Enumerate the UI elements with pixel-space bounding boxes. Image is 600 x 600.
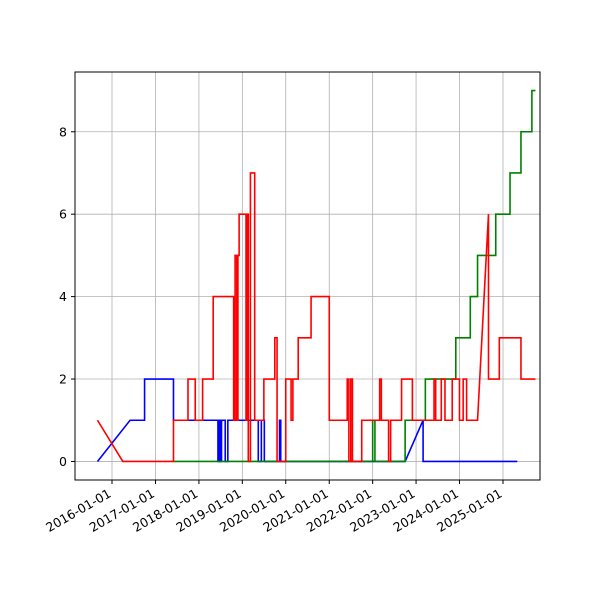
y-tick-label: 0 xyxy=(59,454,67,469)
series-layer xyxy=(96,89,536,463)
y-tick-label: 8 xyxy=(59,124,67,139)
y-tick-label: 2 xyxy=(59,372,67,387)
green-series-line xyxy=(173,89,536,463)
y-tick-label: 4 xyxy=(59,289,67,304)
axes-frame xyxy=(74,71,541,481)
y-tick-label: 6 xyxy=(59,207,67,222)
red-series-line xyxy=(96,172,536,463)
